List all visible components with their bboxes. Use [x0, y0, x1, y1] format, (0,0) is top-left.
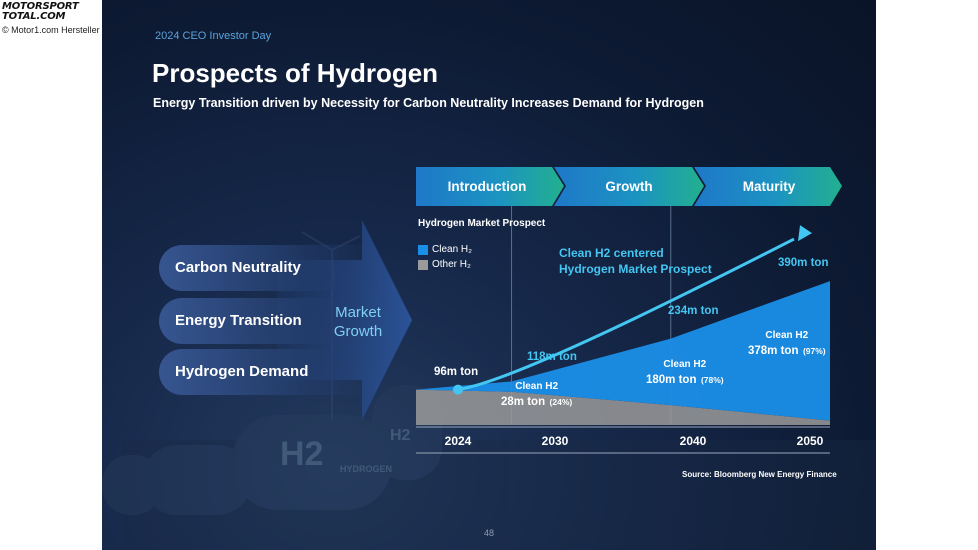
phase-growth-label: Growth [605, 179, 653, 194]
motorsport-watermark: MOTORSPORT TOTAL.COM © Motor1.com Herste… [2, 1, 112, 36]
total-label-2024: 96m ton [434, 366, 479, 378]
phase-introduction-label: Introduction [447, 179, 527, 194]
total-trend-line [457, 237, 795, 392]
page-number: 48 [484, 528, 495, 538]
clean-2050-pct: (97%) [802, 346, 826, 356]
legend-clean-label: Clean H₂ [432, 244, 473, 255]
total-label-2050: 390m ton [778, 257, 829, 269]
legend-clean: Clean H₂ [418, 244, 472, 255]
tank-brand-text: HYDROGEN [340, 464, 392, 474]
clean-2050-line1: Clean H2 [765, 330, 809, 341]
clean-label-2040: Clean H2 180m ton (78%) [646, 359, 724, 388]
phase-maturity-shape [694, 167, 842, 206]
chart-title: Hydrogen Market Prospect [418, 218, 546, 229]
slide-title: Prospects of Hydrogen [152, 58, 439, 88]
total-label-2030: 118m ton [527, 351, 577, 363]
clean-2050-value: 378m ton [748, 345, 799, 357]
phase-introduction-shape [416, 167, 564, 206]
market-growth-line2: Growth [333, 323, 383, 340]
background-tanks-illustration: H2 HYDROGEN H2 [102, 231, 876, 550]
x-tick-2040: 2040 [679, 434, 707, 448]
legend-other: Other H₂ [418, 259, 471, 270]
chart-source: Source: Bloomberg New Energy Finance [682, 470, 837, 479]
market-growth-line1: Market [335, 304, 381, 321]
clean-h2-area [416, 281, 830, 421]
phase-maturity-label: Maturity [742, 179, 796, 194]
presentation-slide: H2 HYDROGEN H2 2024 CEO Investor Day Pro… [102, 0, 876, 550]
clean-label-2050: Clean H2 378m ton (97%) [748, 330, 826, 359]
annotation-line1: Clean H2 centered [559, 246, 664, 260]
watermark-credit: © Motor1.com Hersteller [2, 25, 100, 35]
clean-2040-line1: Clean H2 [663, 359, 707, 370]
phase-growth-shape [554, 167, 704, 206]
phase-bar [416, 167, 842, 206]
x-tick-2030: 2030 [541, 434, 569, 448]
trend-start-point [453, 384, 463, 395]
total-label-2040: 234m ton [668, 305, 719, 317]
tank-h2-text: H2 [280, 435, 323, 473]
hydrogen-market-chart [416, 206, 830, 454]
clean-2030-line1: Clean H2 [515, 381, 559, 392]
watermark-logo-line1: MOTORSPORT [2, 1, 79, 12]
driver-carbon-neutrality: Carbon Neutrality [159, 245, 369, 291]
clean-2040-pct: (78%) [700, 375, 724, 385]
legend-other-swatch [418, 259, 428, 270]
legend-other-label: Other H₂ [432, 259, 471, 270]
event-label: 2024 CEO Investor Day [155, 30, 272, 42]
driver-hydrogen-demand: Hydrogen Demand [159, 349, 369, 395]
tank-h2-small-text: H2 [390, 427, 411, 444]
x-tick-2050: 2050 [796, 434, 824, 448]
watermark-logo-line2: TOTAL.COM [2, 11, 66, 22]
clean-2030-value: 28m ton [501, 396, 546, 408]
clean-label-2030: Clean H2 28m ton (24%) [501, 381, 572, 410]
driver-energy-transition: Energy Transition [159, 298, 369, 344]
legend-clean-swatch [418, 244, 428, 255]
slide-subtitle: Energy Transition driven by Necessity fo… [153, 96, 704, 110]
trend-arrowhead [798, 225, 812, 242]
other-h2-area [416, 389, 830, 425]
clean-2040-value: 180m ton [646, 374, 697, 386]
x-tick-2024: 2024 [444, 434, 472, 448]
market-growth-label: Market Growth [324, 303, 392, 341]
chart-annotation: Clean H2 centered Hydrogen Market Prospe… [559, 245, 712, 277]
annotation-line2: Hydrogen Market Prospect [559, 262, 712, 276]
clean-2030-pct: (24%) [549, 397, 573, 407]
